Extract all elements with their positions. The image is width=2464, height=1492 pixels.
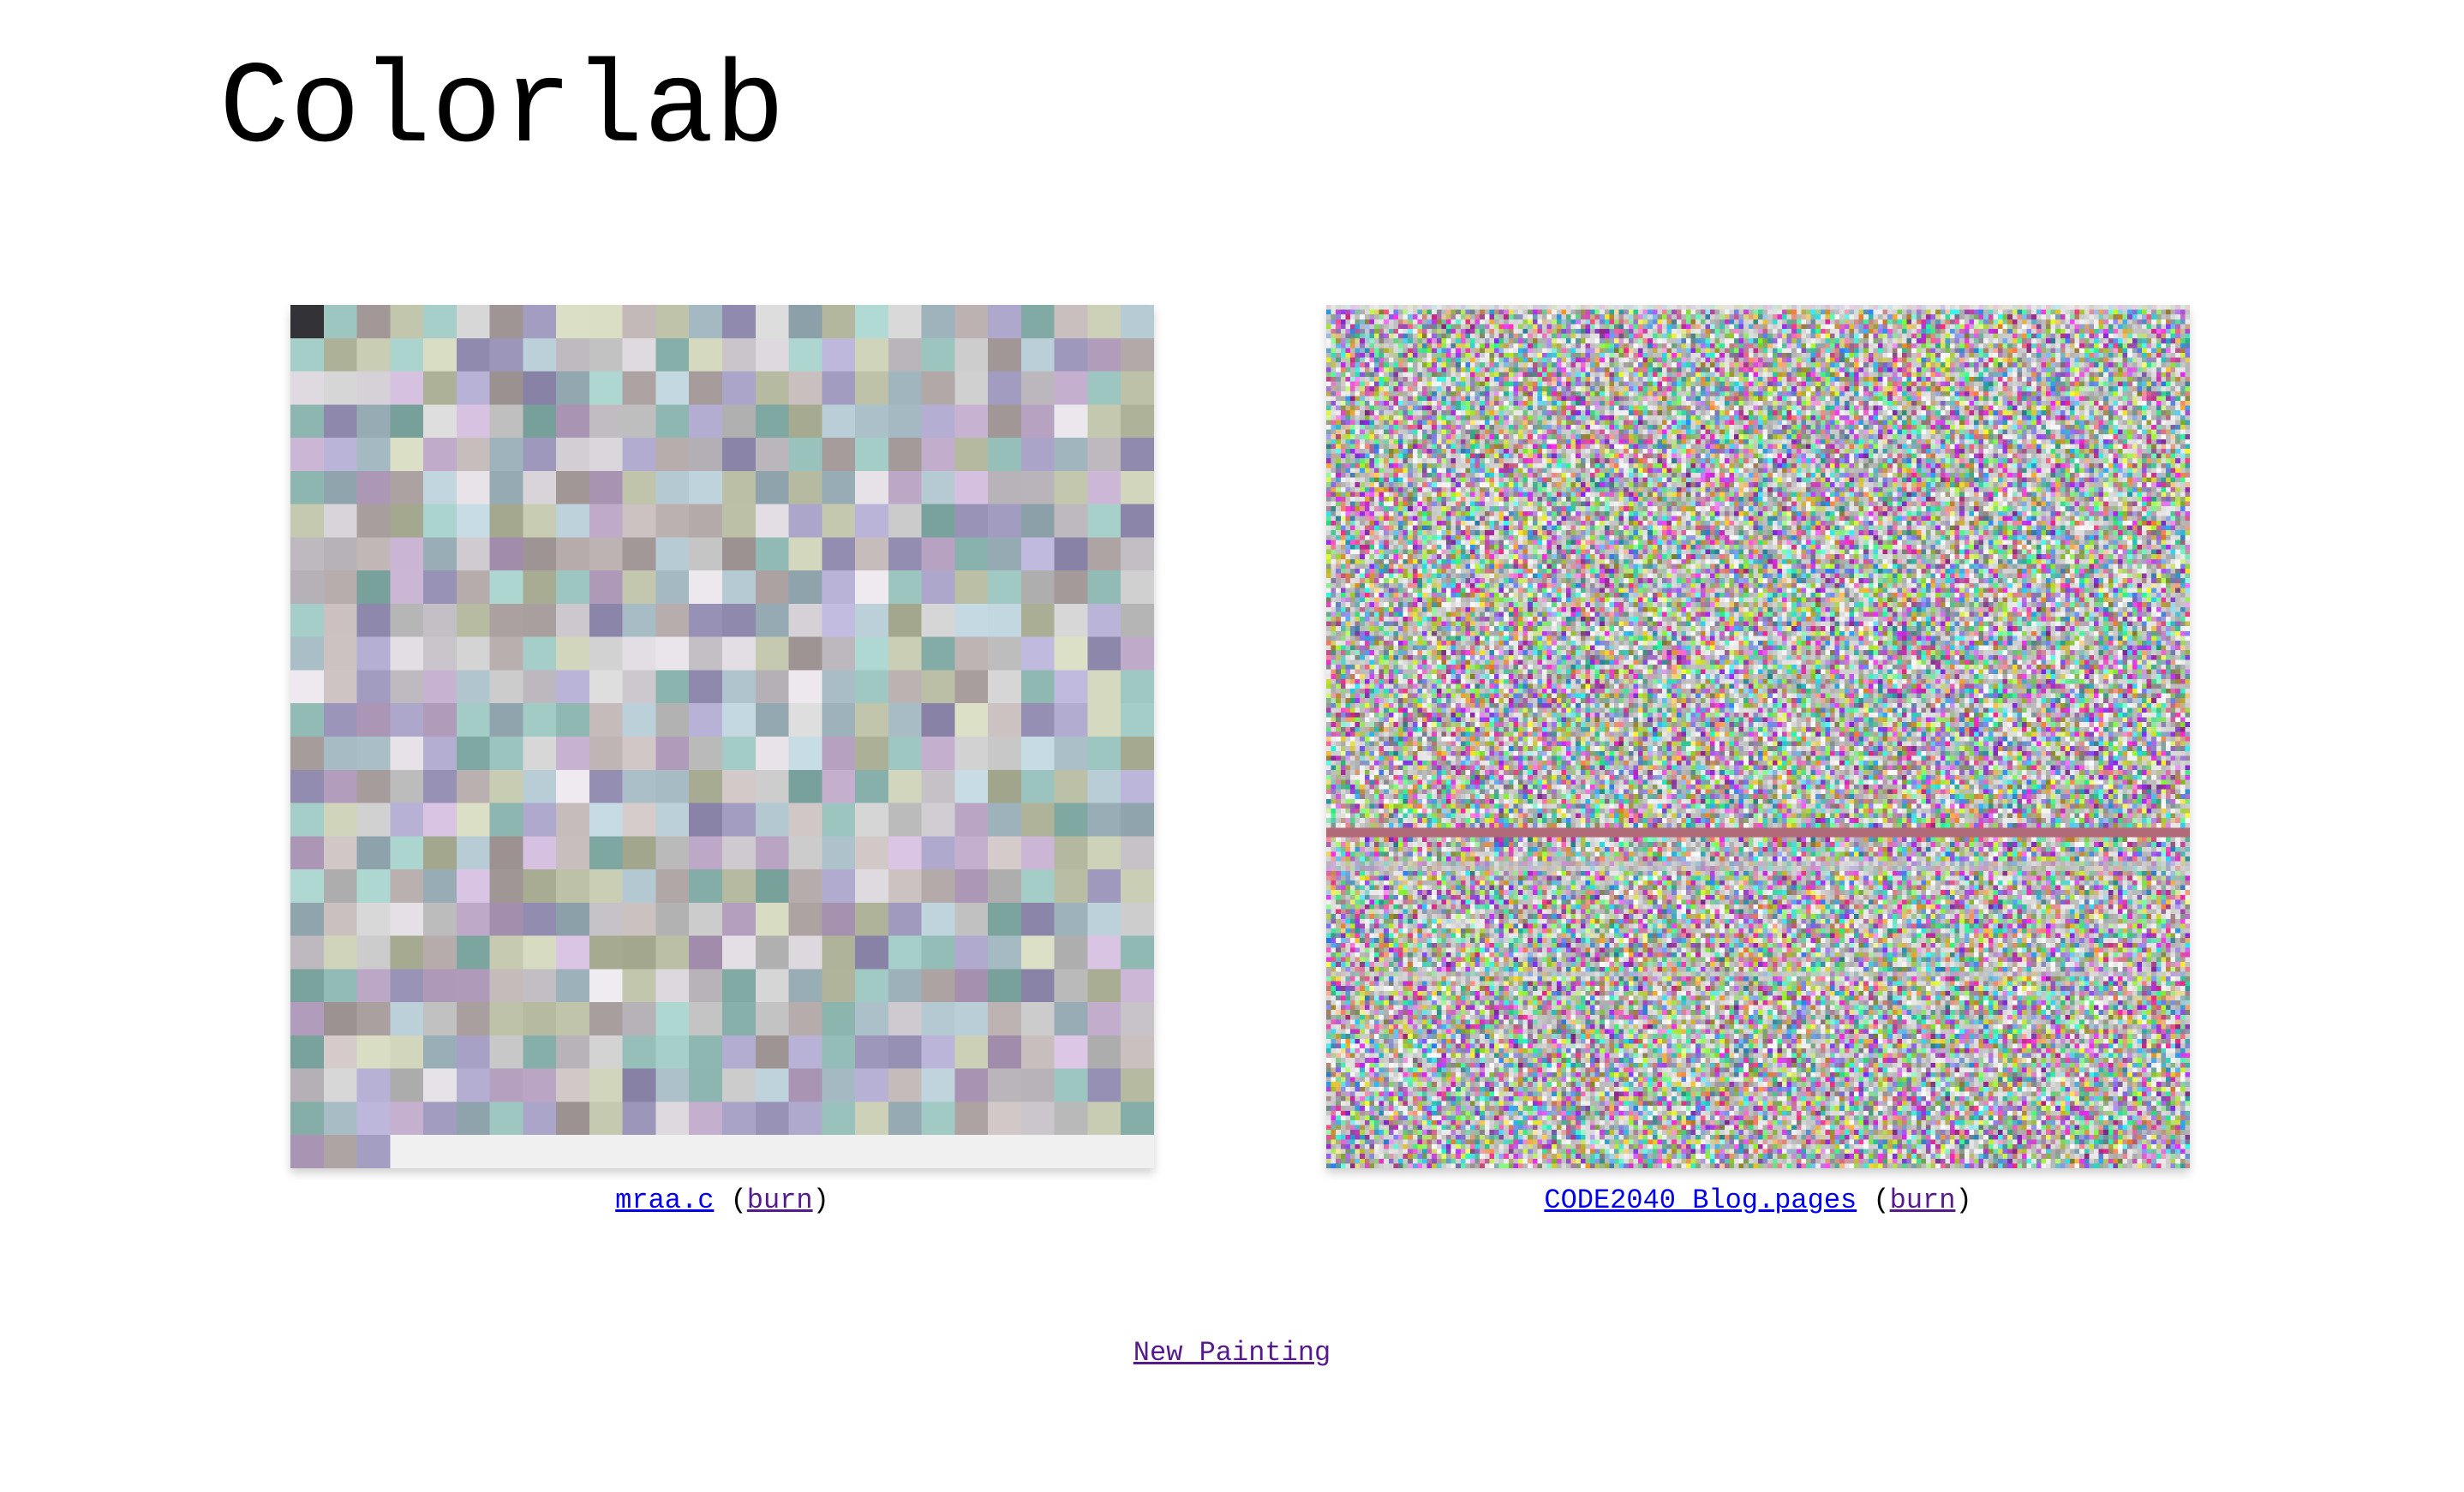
painting-canvas-frame (290, 305, 1154, 1168)
painting-canvas-code2040 (1326, 305, 2190, 1168)
burn-link[interactable]: burn (746, 1185, 813, 1216)
painting-card-code2040: CODE2040 Blog.pages (burn) (1326, 305, 2190, 1218)
paren-close: ) (812, 1185, 829, 1216)
painting-caption: CODE2040 Blog.pages (burn) (1326, 1184, 2190, 1218)
burn-link[interactable]: burn (1889, 1185, 1956, 1216)
painting-canvas-mraa (290, 305, 1154, 1168)
painting-file-link[interactable]: CODE2040 Blog.pages (1544, 1185, 1857, 1216)
paren-close: ) (1955, 1185, 1972, 1216)
painting-caption: mraa.c (burn) (290, 1184, 1154, 1218)
paren-open: ( (1873, 1185, 1890, 1216)
painting-file-link[interactable]: mraa.c (615, 1185, 715, 1216)
paren-open: ( (730, 1185, 747, 1216)
painting-card-mraa: mraa.c (burn) (290, 305, 1154, 1218)
page-title: Colorlab (219, 44, 786, 176)
painting-canvas-frame (1326, 305, 2190, 1168)
new-painting-link[interactable]: New Painting (1133, 1337, 1331, 1369)
new-painting-container: New Painting (0, 1336, 2464, 1370)
